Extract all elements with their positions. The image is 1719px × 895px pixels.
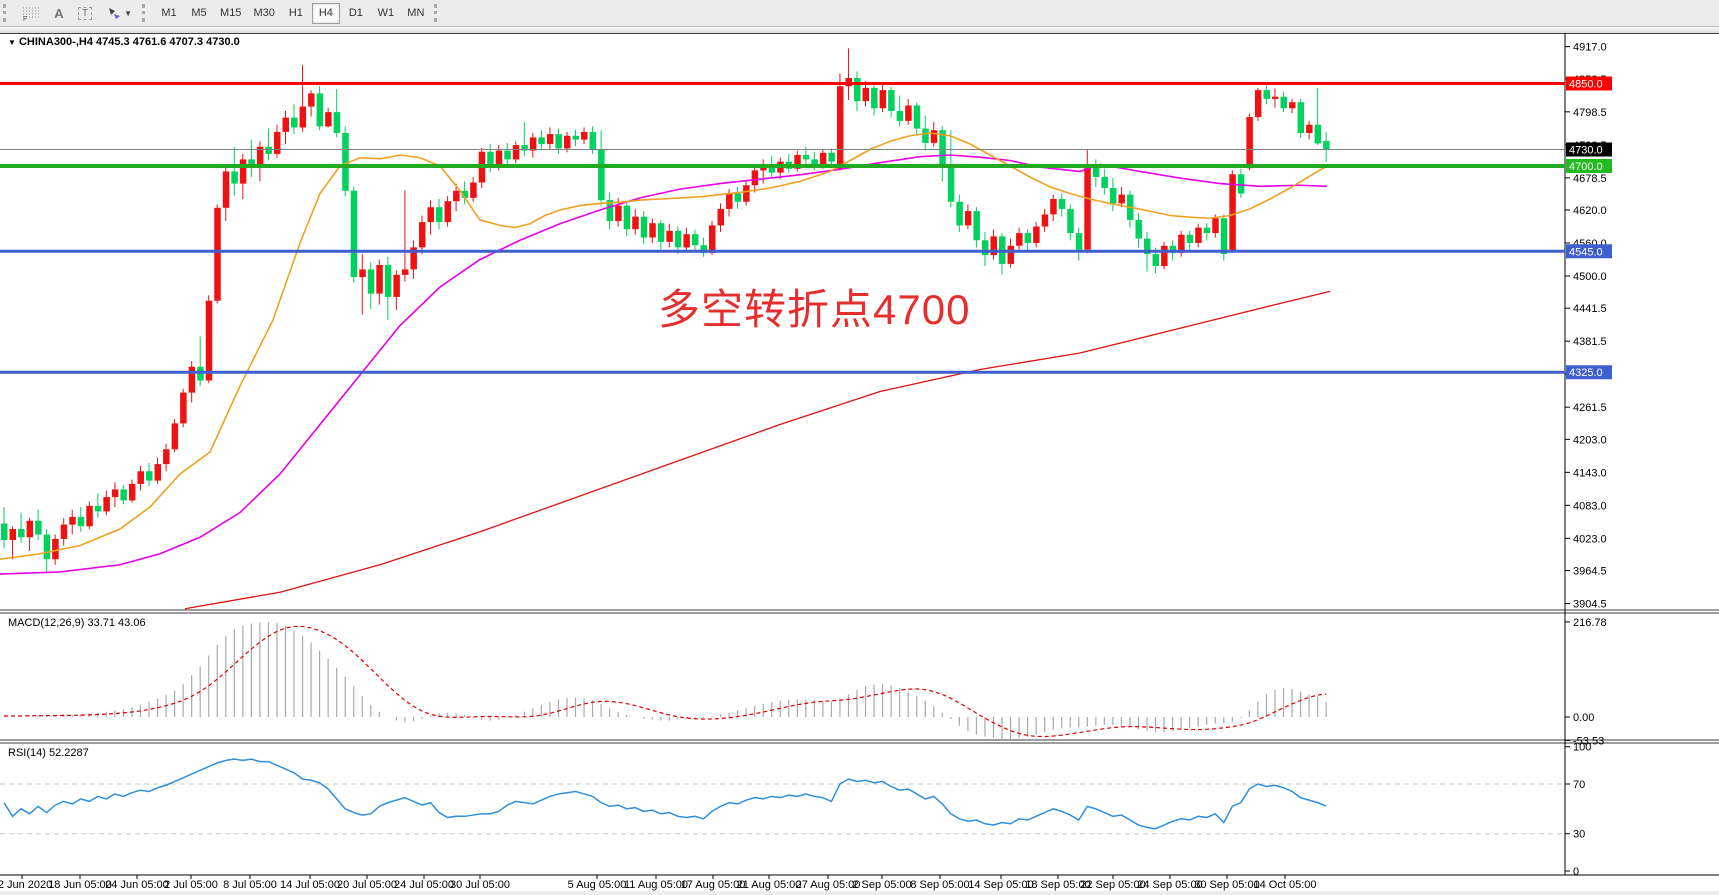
macd-pane: 216.78 0.00 -53.53: [3, 617, 1607, 747]
svg-text:21 Aug 05:00: 21 Aug 05:00: [737, 879, 802, 891]
svg-text:0: 0: [1573, 866, 1579, 878]
svg-text:12 Jun 2020: 12 Jun 2020: [0, 879, 52, 891]
svg-text:8 Sep 05:00: 8 Sep 05:00: [910, 879, 969, 891]
svg-text:27 Aug 05:00: 27 Aug 05:00: [796, 879, 861, 891]
svg-text:4083.0: 4083.0: [1573, 500, 1607, 512]
status-strip: [0, 891, 1719, 895]
chart-annotation-text[interactable]: 多空转折点4700: [658, 286, 971, 333]
text-tool-icon: A: [54, 5, 64, 21]
price-tag: 4700.0: [1566, 159, 1612, 174]
tf-w1-button[interactable]: W1: [372, 3, 400, 24]
arrows-tool-button[interactable]: ▼: [100, 2, 138, 24]
toolbar-grip[interactable]: [433, 4, 442, 22]
tf-m5-button[interactable]: M5: [185, 3, 213, 24]
fibonacci-lines-icon: F: [23, 7, 39, 21]
toolbar-grip[interactable]: [142, 4, 150, 22]
svg-text:4143.0: 4143.0: [1573, 467, 1607, 479]
toolbar-shadow: [0, 27, 1719, 33]
arrows-icon: [109, 8, 121, 19]
tf-m15-button[interactable]: M15: [215, 3, 246, 24]
svg-text:14 Sep 05:00: 14 Sep 05:00: [968, 879, 1033, 891]
svg-text:30: 30: [1573, 829, 1585, 841]
svg-text:14 Oct 05:00: 14 Oct 05:00: [1254, 879, 1317, 891]
svg-text:-53.53: -53.53: [1573, 735, 1604, 747]
svg-text:4381.5: 4381.5: [1573, 336, 1607, 348]
svg-text:30 Sep 05:00: 30 Sep 05:00: [1194, 879, 1259, 891]
text-tool-button[interactable]: A: [48, 2, 70, 24]
price-tag: 4850.0: [1566, 76, 1612, 91]
svg-text:24 Jun 05:00: 24 Jun 05:00: [105, 879, 169, 891]
chevron-down-icon: ▼: [124, 8, 133, 18]
svg-text:0.00: 0.00: [1573, 712, 1594, 724]
svg-text:100: 100: [1573, 742, 1591, 754]
svg-text:18 Jun 05:00: 18 Jun 05:00: [48, 879, 112, 891]
tf-h4-button[interactable]: H4: [311, 2, 340, 24]
svg-text:4325.0: 4325.0: [1569, 367, 1603, 379]
svg-text:2 Sep 05:00: 2 Sep 05:00: [852, 879, 911, 891]
svg-text:4500.0: 4500.0: [1573, 271, 1607, 283]
text-label-tool-button[interactable]: T: [72, 2, 98, 24]
svg-text:22 Sep 05:00: 22 Sep 05:00: [1080, 879, 1145, 891]
svg-text:4203.0: 4203.0: [1573, 434, 1607, 446]
svg-text:8 Jul 05:00: 8 Jul 05:00: [223, 879, 277, 891]
candlesticks: [1, 48, 1330, 572]
svg-text:3904.5: 3904.5: [1573, 599, 1607, 611]
top-toolbar: F A T ▼ M1 M5 M15 M30 H1 H4 D1 W1 MN: [0, 0, 1719, 27]
svg-text:4917.0: 4917.0: [1573, 42, 1607, 54]
svg-text:24 Jul 05:00: 24 Jul 05:00: [394, 879, 454, 891]
price-tag: 4730.0: [1566, 142, 1612, 157]
macd-indicator-label: MACD(12,26,9) 33.71 43.06: [8, 617, 146, 629]
symbol-name: CHINA300-,H4: [18, 36, 93, 48]
svg-text:11 Aug 05:00: 11 Aug 05:00: [624, 879, 688, 891]
svg-text:24 Sep 05:00: 24 Sep 05:00: [1137, 879, 1202, 891]
svg-text:2 Jul 05:00: 2 Jul 05:00: [164, 879, 218, 891]
tf-m30-button[interactable]: M30: [248, 3, 279, 24]
price-axis[interactable]: 4917.04858.54798.54738.54678.54620.04560…: [1565, 42, 1612, 611]
rsi-indicator-label: RSI(14) 52.2287: [8, 747, 89, 759]
svg-text:4023.0: 4023.0: [1573, 533, 1607, 545]
svg-text:30 Jul 05:00: 30 Jul 05:00: [450, 879, 510, 891]
symbol-quote: 4745.3 4761.6 4707.3 4730.0: [96, 36, 240, 48]
rsi-pane: 100 70 30 0: [0, 742, 1591, 878]
svg-text:3964.5: 3964.5: [1573, 566, 1607, 578]
tf-h1-button[interactable]: H1: [282, 3, 310, 24]
svg-text:18 Sep 05:00: 18 Sep 05:00: [1025, 879, 1090, 891]
svg-text:4730.0: 4730.0: [1569, 145, 1603, 157]
svg-text:4620.0: 4620.0: [1573, 205, 1607, 217]
tf-m1-button[interactable]: M1: [155, 3, 183, 24]
fibonacci-tool-button[interactable]: F: [16, 2, 46, 24]
svg-text:4678.5: 4678.5: [1573, 173, 1607, 185]
svg-text:4261.5: 4261.5: [1573, 402, 1607, 414]
svg-text:216.78: 216.78: [1573, 617, 1607, 629]
symbol-title: ▼ CHINA300-,H4 4745.3 4761.6 4707.3 4730…: [8, 36, 240, 48]
tf-d1-button[interactable]: D1: [342, 3, 370, 24]
svg-text:4545.0: 4545.0: [1569, 246, 1603, 258]
svg-text:4441.5: 4441.5: [1573, 303, 1607, 315]
price-tag: 4545.0: [1566, 244, 1612, 259]
svg-text:4798.5: 4798.5: [1573, 107, 1607, 119]
svg-text:20 Jul 05:00: 20 Jul 05:00: [337, 879, 397, 891]
svg-text:F: F: [23, 16, 27, 21]
horizontal-lines[interactable]: [0, 82, 1565, 374]
svg-text:4700.0: 4700.0: [1569, 161, 1603, 173]
svg-text:70: 70: [1573, 779, 1585, 791]
svg-text:4850.0: 4850.0: [1569, 79, 1603, 91]
price-tag: 4325.0: [1566, 365, 1612, 380]
toolbar-grip[interactable]: [3, 4, 11, 22]
text-label-icon: T: [78, 6, 93, 20]
svg-text:5 Aug 05:00: 5 Aug 05:00: [568, 879, 627, 891]
svg-text:14 Jul 05:00: 14 Jul 05:00: [280, 879, 340, 891]
collapse-triangle-icon[interactable]: ▼: [8, 38, 16, 47]
tf-mn-button[interactable]: MN: [402, 3, 430, 24]
svg-text:17 Aug 05:00: 17 Aug 05:00: [681, 879, 746, 891]
